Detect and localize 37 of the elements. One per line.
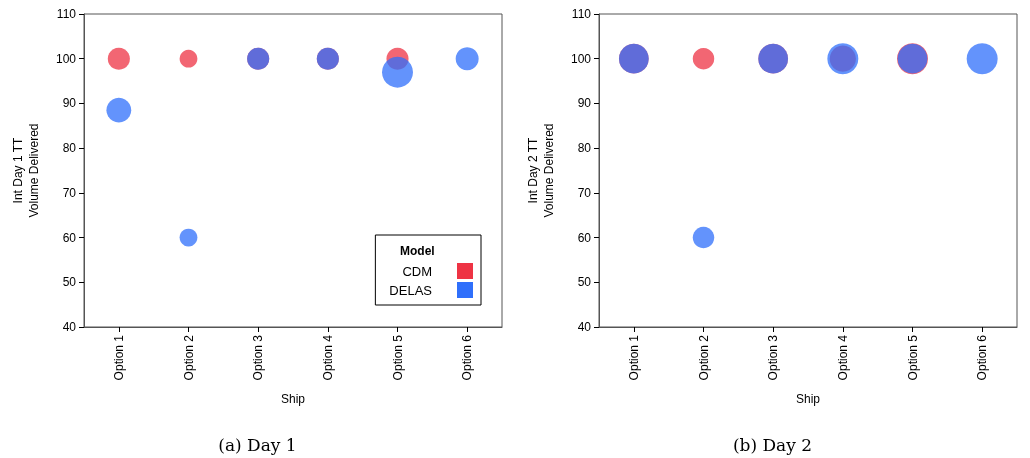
x-tick-label: Option 4 xyxy=(835,334,850,381)
y-axis-title: Int Day 2 TT Volume Delivered xyxy=(526,123,556,218)
x-tick-label: Option 1 xyxy=(626,334,641,381)
y-tick-label: 60 xyxy=(577,230,592,245)
legend-title: Model xyxy=(400,244,435,258)
x-tick-label: Option 4 xyxy=(320,334,335,381)
y-tick-label: 70 xyxy=(577,185,592,200)
y-tick-label: 110 xyxy=(56,7,77,21)
y-tick-label: 80 xyxy=(577,141,592,156)
x-axis-title: Ship xyxy=(795,392,821,406)
y-tick-label: 90 xyxy=(577,96,592,111)
y-tick-label: 50 xyxy=(577,275,592,290)
legend-label: DELAS xyxy=(389,282,433,298)
x-tick-label: Option 3 xyxy=(766,334,781,381)
y-tick-label: 60 xyxy=(62,230,77,245)
x-axis-title: Ship xyxy=(280,392,306,406)
y-tick-label: 100 xyxy=(55,51,77,66)
y-tick-label: 100 xyxy=(570,51,592,66)
legend-label: CDM xyxy=(402,263,432,279)
y-tick-label: 70 xyxy=(62,185,77,200)
y-tick-label: 90 xyxy=(62,96,77,111)
y-tick-label: 40 xyxy=(577,320,592,334)
y-tick-label: 110 xyxy=(571,7,592,21)
text: (b) Day 2 xyxy=(732,434,813,455)
y-tick-label: 80 xyxy=(62,141,77,156)
x-tick-label: Option 5 xyxy=(390,334,405,381)
x-tick-label: Option 2 xyxy=(181,334,196,381)
text: (a) Day 1 xyxy=(218,434,297,455)
x-tick-label: Option 5 xyxy=(905,334,920,381)
y-axis-title: Int Day 1 TT Volume Delivered xyxy=(11,123,41,218)
x-tick-label: Option 6 xyxy=(975,334,990,381)
x-tick-label: Option 2 xyxy=(696,334,711,381)
y-tick-label: 50 xyxy=(62,275,77,290)
x-tick-label: Option 1 xyxy=(111,334,126,381)
y-tick-label: 40 xyxy=(62,320,77,334)
x-tick-label: Option 3 xyxy=(251,334,266,381)
x-tick-label: Option 6 xyxy=(460,334,475,381)
